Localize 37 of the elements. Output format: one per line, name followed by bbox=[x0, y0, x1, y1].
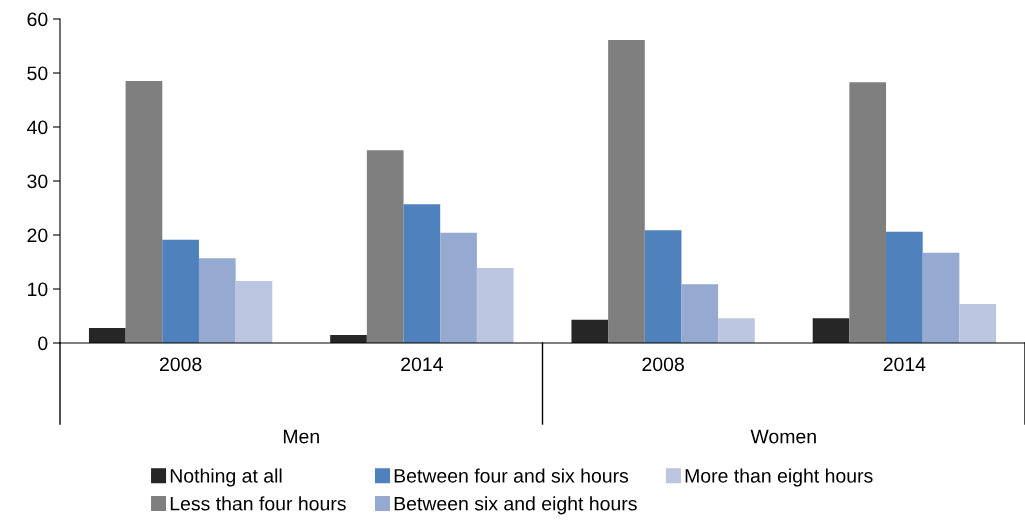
y-tick-label: 10 bbox=[28, 282, 48, 297]
y-tick-label: 60 bbox=[27, 12, 48, 27]
bar bbox=[88, 327, 126, 343]
legend-label: Nothing at all bbox=[170, 468, 282, 487]
bar bbox=[403, 204, 441, 343]
x-tick-label: 2008 bbox=[159, 357, 202, 372]
bar bbox=[718, 318, 755, 343]
legend-label: Between six and eight hours bbox=[394, 496, 637, 515]
legend-label: Between four and six hours bbox=[394, 468, 629, 483]
bar bbox=[608, 40, 645, 343]
y-tick-label: 20 bbox=[27, 228, 48, 243]
legend-label: Less than four hours bbox=[170, 496, 346, 511]
legend-label: More than eight hours bbox=[685, 468, 873, 487]
bar bbox=[812, 318, 850, 343]
bar bbox=[198, 258, 236, 343]
y-tick-label: 0 bbox=[38, 336, 48, 351]
bar bbox=[366, 150, 404, 343]
bar bbox=[125, 81, 163, 343]
y-tick-label: 40 bbox=[27, 120, 48, 135]
bar bbox=[681, 284, 719, 343]
bar bbox=[644, 230, 682, 343]
x-tick-label: 2014 bbox=[883, 357, 926, 372]
bar bbox=[886, 231, 923, 343]
bar bbox=[235, 280, 273, 343]
x-tick-label: 2014 bbox=[401, 357, 443, 372]
y-tick-label: 50 bbox=[27, 66, 48, 81]
text: Men bbox=[283, 429, 319, 444]
bar bbox=[571, 319, 609, 343]
bar bbox=[922, 252, 960, 343]
text: Women bbox=[750, 429, 816, 444]
bar bbox=[476, 267, 514, 343]
y-tick-label: 30 bbox=[27, 174, 48, 189]
bar bbox=[162, 239, 199, 343]
bar bbox=[849, 82, 887, 343]
bar bbox=[959, 304, 997, 343]
bar bbox=[440, 232, 477, 343]
x-tick-label: 2008 bbox=[642, 357, 684, 372]
